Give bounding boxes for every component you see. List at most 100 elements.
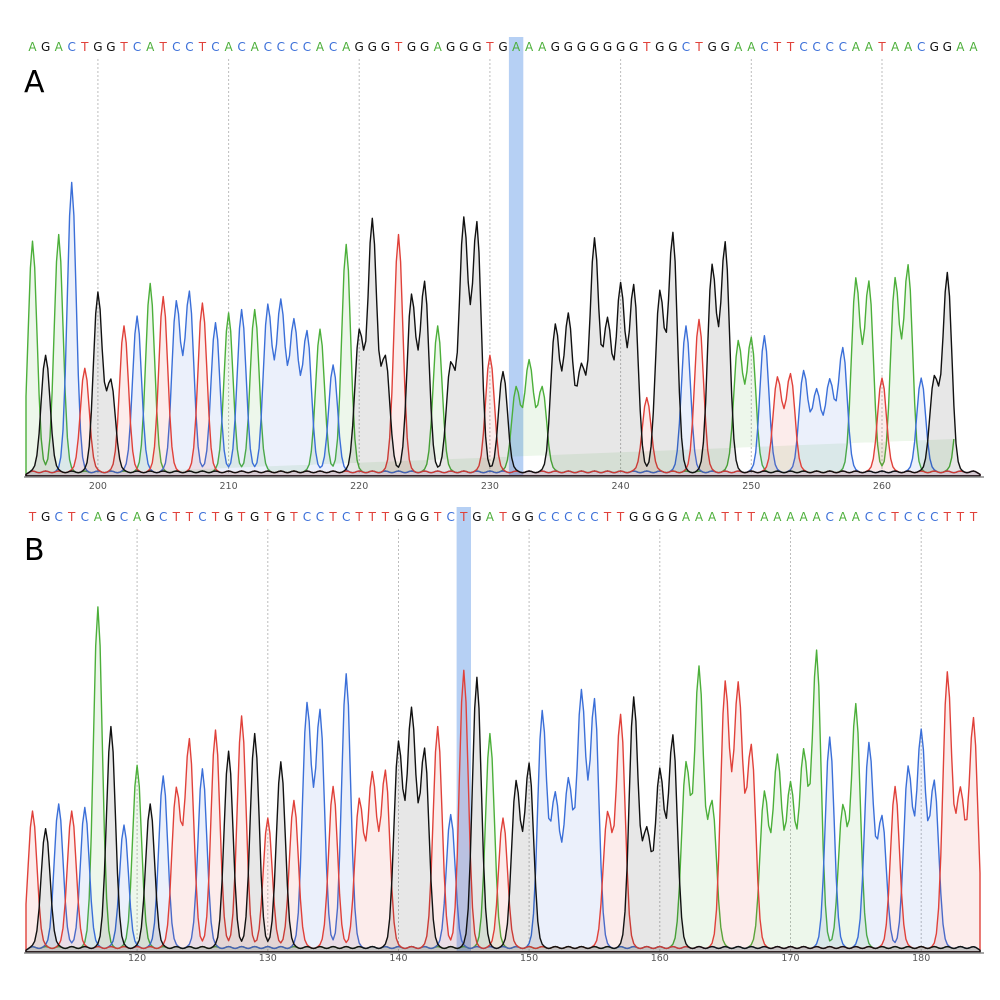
base-call: A <box>316 40 325 54</box>
x-tick-label: 240 <box>612 481 630 492</box>
base-call: A <box>773 510 782 524</box>
base-call: C <box>799 40 807 54</box>
base-call: G <box>394 510 403 524</box>
panel-label-b: B <box>24 533 45 568</box>
base-call: G <box>368 40 377 54</box>
base-call: C <box>865 510 873 524</box>
x-tick-label: 220 <box>350 481 368 492</box>
base-call: T <box>289 510 298 524</box>
base-call: C <box>878 510 886 524</box>
base-call: G <box>577 40 586 54</box>
base-call: G <box>459 40 468 54</box>
x-tick-label: 130 <box>259 953 277 964</box>
base-call: C <box>826 40 834 54</box>
base-call: G <box>276 510 285 524</box>
base-call: T <box>394 40 403 54</box>
base-call: T <box>28 510 37 524</box>
base-call: A <box>434 40 443 54</box>
base-call: C <box>812 40 820 54</box>
base-call: A <box>969 40 978 54</box>
base-call: T <box>119 40 128 54</box>
base-call: T <box>956 510 965 524</box>
base-call: T <box>498 510 507 524</box>
base-call: C <box>277 40 285 54</box>
x-tick-label: 120 <box>128 953 146 964</box>
highlighted-base-band <box>508 37 524 476</box>
base-call: A <box>812 510 821 524</box>
base-call: T <box>355 510 364 524</box>
base-call: T <box>172 510 181 524</box>
base-call: G <box>668 510 677 524</box>
trace-g <box>25 676 981 953</box>
base-call: T <box>890 510 899 524</box>
base-call: A <box>525 40 534 54</box>
base-call: C <box>564 510 572 524</box>
base-call: G <box>564 40 573 54</box>
base-call: A <box>94 510 103 524</box>
x-tick-label: 170 <box>781 953 799 964</box>
x-tick-label: 260 <box>873 481 891 492</box>
base-call: A <box>224 40 233 54</box>
base-call: C <box>342 510 350 524</box>
base-call: A <box>538 40 547 54</box>
base-call: G <box>381 40 390 54</box>
base-call: A <box>760 510 769 524</box>
base-call: G <box>511 510 520 524</box>
base-call: G <box>498 40 507 54</box>
base-call: G <box>629 40 638 54</box>
base-call: G <box>642 510 651 524</box>
trace-c <box>25 181 981 477</box>
base-call: A <box>133 510 142 524</box>
base-call: T <box>969 510 978 524</box>
base-call: T <box>694 40 703 54</box>
base-call: C <box>826 510 834 524</box>
base-call: G <box>943 40 952 54</box>
base-call: G <box>721 40 730 54</box>
highlighted-base-band <box>456 507 471 952</box>
base-call: C <box>55 510 63 524</box>
tick-label-layer: 120 130 140 150 160 170 180 <box>128 953 930 964</box>
x-tick-label: 160 <box>651 953 669 964</box>
base-call: C <box>211 40 219 54</box>
x-tick-label: 180 <box>912 953 930 964</box>
base-call: A <box>852 40 861 54</box>
base-call: G <box>590 40 599 54</box>
base-call: C <box>81 510 89 524</box>
base-call: A <box>251 40 260 54</box>
base-call: C <box>447 510 455 524</box>
base-call: A <box>512 40 521 54</box>
base-call: G <box>407 40 416 54</box>
base-call: C <box>917 510 925 524</box>
panel-label-a: A <box>24 65 45 100</box>
base-call: G <box>224 510 233 524</box>
base-call: T <box>485 40 494 54</box>
base-call: T <box>943 510 952 524</box>
base-call: G <box>407 510 416 524</box>
base-call: C <box>839 40 847 54</box>
base-call: G <box>629 510 638 524</box>
base-call: C <box>172 40 180 54</box>
base-call: C <box>577 510 585 524</box>
base-call: T <box>328 510 337 524</box>
highlight-band-layer <box>456 507 471 952</box>
base-call: C <box>120 510 128 524</box>
base-call: C <box>159 510 167 524</box>
base-call: A <box>891 40 900 54</box>
base-call: C <box>551 510 559 524</box>
base-call: A <box>682 510 691 524</box>
base-call: G <box>668 40 677 54</box>
x-tick-label: 250 <box>742 481 760 492</box>
base-call: G <box>250 510 259 524</box>
base-call: C <box>68 40 76 54</box>
base-call: A <box>839 510 848 524</box>
base-call: G <box>707 40 716 54</box>
base-call: A <box>708 510 717 524</box>
base-call: A <box>486 510 495 524</box>
base-call: C <box>904 510 912 524</box>
base-call: G <box>355 40 364 54</box>
trace-layer <box>25 181 981 477</box>
base-call: T <box>721 510 730 524</box>
base-call: T <box>211 510 220 524</box>
